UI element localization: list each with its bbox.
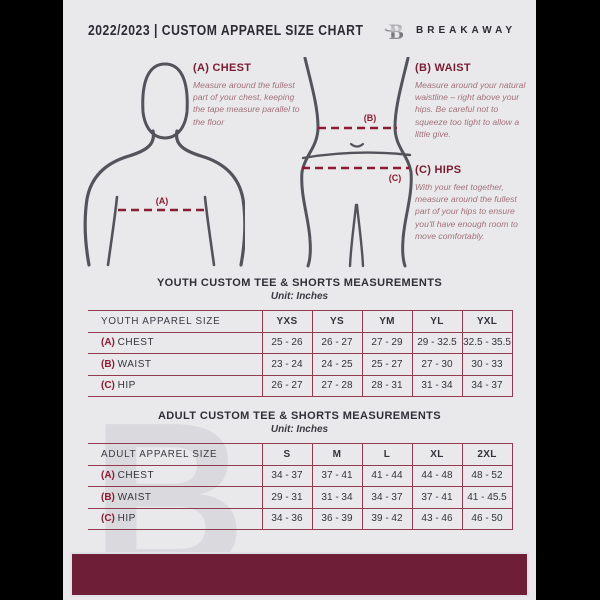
- youth-section-unit: Unit: Inches: [270, 291, 329, 302]
- chest-guide: (A) CHEST Measure around the fullest par…: [193, 62, 305, 128]
- row-prefix: (A): [101, 470, 115, 482]
- row-prefix: (B): [101, 358, 115, 370]
- table-cell: 41 - 44: [361, 464, 412, 487]
- chest-guide-heading: (A) CHEST: [193, 62, 252, 74]
- table-cell: 41 - 45.5: [461, 486, 513, 509]
- table-cell: 34 - 37: [361, 486, 412, 509]
- table-cell: 30 - 33: [461, 353, 513, 376]
- waist-guide-heading: (B) WAIST: [415, 62, 471, 74]
- table-cell: 28 - 31: [361, 374, 412, 397]
- waist-line-label: (B): [364, 113, 377, 123]
- table-header-row: ADULT APPAREL SIZE S M L XL 2XL: [88, 443, 513, 466]
- table-cell: 37 - 41: [411, 486, 462, 509]
- table-row: (A) CHEST 34 - 37 37 - 41 41 - 44 44 - 4…: [88, 464, 513, 487]
- adult-section-title: ADULT CUSTOM TEE & SHORTS MEASUREMENTS: [157, 410, 442, 422]
- table-row: (C) HIP 34 - 36 36 - 39 39 - 42 43 - 46 …: [88, 507, 513, 530]
- hips-guide-body: With your feet together, measure around …: [415, 182, 518, 241]
- row-label: WAIST: [117, 358, 152, 370]
- chest-guide-body: Measure around the fullest part of your …: [193, 80, 300, 127]
- column-header: YS: [311, 310, 362, 333]
- row-label: HIP: [117, 380, 136, 392]
- breakaway-b-logo-icon: B: [381, 16, 409, 44]
- row-prefix: (A): [101, 337, 115, 349]
- row-label-cell: (C) HIP: [88, 507, 262, 530]
- row-prefix: (C): [101, 513, 115, 525]
- table-header-row: YOUTH APPAREL SIZE YXS YS YM YL YXL: [88, 310, 513, 333]
- table-cell: 29 - 31: [261, 486, 312, 509]
- brand-logo: B BREAKAWAY: [381, 16, 516, 44]
- row-prefix: (B): [101, 491, 115, 503]
- table-cell: 39 - 42: [361, 507, 412, 530]
- svg-text:B: B: [389, 19, 404, 44]
- row-label: WAIST: [117, 491, 152, 503]
- table-cell: 43 - 46: [411, 507, 462, 530]
- lower-body-figure: (B) (C): [300, 57, 413, 268]
- column-header: XL: [411, 443, 462, 466]
- page-title: 2022/2023 | CUSTOM APPAREL SIZE CHART: [88, 23, 364, 39]
- row-label: HIP: [117, 513, 136, 525]
- table-row: (B) WAIST 23 - 24 24 - 25 25 - 27 27 - 3…: [88, 353, 513, 376]
- column-header: YM: [361, 310, 412, 333]
- row-label-cell: (A) CHEST: [88, 464, 262, 487]
- hips-guide-heading: (C) HIPS: [415, 164, 462, 176]
- row-label-cell: (C) HIP: [88, 374, 262, 397]
- table-cell: 26 - 27: [311, 331, 362, 354]
- column-header: YXL: [461, 310, 513, 333]
- table-cell: 34 - 36: [261, 507, 312, 530]
- table-cell: 32.5 - 35.5: [461, 331, 513, 354]
- row-label: CHEST: [117, 337, 155, 349]
- table-row: (C) HIP 26 - 27 27 - 28 28 - 31 31 - 34 …: [88, 374, 513, 397]
- table-cell: 34 - 37: [261, 464, 312, 487]
- table-cell: 48 - 52: [461, 464, 513, 487]
- waist-guide: (B) WAIST Measure around your natural wa…: [415, 62, 531, 140]
- row-prefix: (C): [101, 380, 115, 392]
- row-label-cell: (B) WAIST: [88, 486, 262, 509]
- column-header: ADULT APPAREL SIZE: [88, 443, 262, 466]
- table-row: (B) WAIST 29 - 31 31 - 34 34 - 37 37 - 4…: [88, 486, 513, 509]
- table-cell: 27 - 29: [361, 331, 412, 354]
- column-header: L: [361, 443, 412, 466]
- table-cell: 37 - 41: [311, 464, 362, 487]
- youth-size-table: YOUTH APPAREL SIZE YXS YS YM YL YXL (A) …: [88, 310, 513, 397]
- table-cell: 25 - 26: [261, 331, 312, 354]
- column-header: M: [311, 443, 362, 466]
- size-chart-page: B 2022/2023 | CUSTOM APPAREL SIZE CHART …: [63, 0, 536, 600]
- hips-guide: (C) HIPS With your feet together, measur…: [415, 164, 533, 242]
- table-cell: 26 - 27: [261, 374, 312, 397]
- chest-line-label: (A): [156, 196, 169, 206]
- column-header: 2XL: [461, 443, 513, 466]
- row-label-cell: (A) CHEST: [88, 331, 262, 354]
- table-cell: 44 - 48: [411, 464, 462, 487]
- row-label: CHEST: [117, 470, 155, 482]
- table-cell: 27 - 30: [411, 353, 462, 376]
- table-cell: 31 - 34: [411, 374, 462, 397]
- column-header: S: [261, 443, 312, 466]
- table-cell: 23 - 24: [261, 353, 312, 376]
- table-cell: 46 - 50: [461, 507, 513, 530]
- table-cell: 31 - 34: [311, 486, 362, 509]
- column-header: YL: [411, 310, 462, 333]
- youth-section-title: YOUTH CUSTOM TEE & SHORTS MEASUREMENTS: [156, 277, 443, 289]
- hips-line-label: (C): [389, 173, 402, 183]
- table-cell: 27 - 28: [311, 374, 362, 397]
- row-label-cell: (B) WAIST: [88, 353, 262, 376]
- upper-body-figure: (A): [83, 62, 245, 267]
- adult-size-table: ADULT APPAREL SIZE S M L XL 2XL (A) CHES…: [88, 443, 513, 530]
- table-cell: 25 - 27: [361, 353, 412, 376]
- table-cell: 36 - 39: [311, 507, 362, 530]
- table-row: (A) CHEST 25 - 26 26 - 27 27 - 29 29 - 3…: [88, 331, 513, 354]
- brand-name: BREAKAWAY: [416, 24, 517, 36]
- column-header: YXS: [261, 310, 312, 333]
- adult-section-unit: Unit: Inches: [270, 424, 329, 435]
- table-cell: 24 - 25: [311, 353, 362, 376]
- column-header: YOUTH APPAREL SIZE: [88, 310, 262, 333]
- table-cell: 34 - 37: [461, 374, 513, 397]
- waist-guide-body: Measure around your natural waistline – …: [415, 80, 526, 139]
- footer-bar: [70, 552, 529, 597]
- table-cell: 29 - 32.5: [411, 331, 462, 354]
